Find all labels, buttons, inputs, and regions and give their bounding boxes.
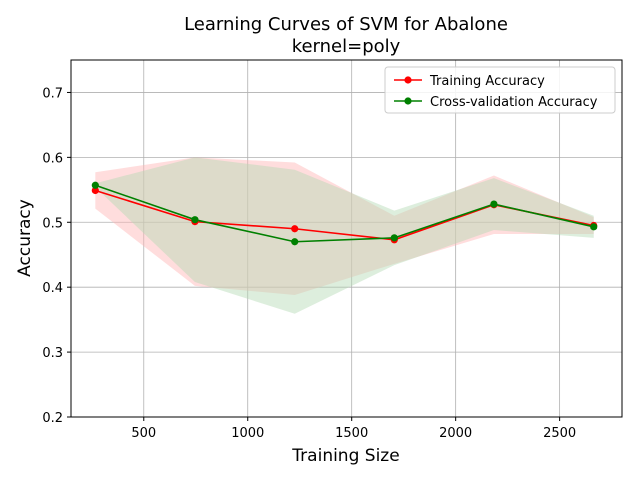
x-axis-label: Training Size (291, 446, 399, 466)
x-tick-label: 2000 (439, 426, 472, 441)
y-tick-label: 0.2 (42, 411, 63, 426)
training-legend-label: Training Accuracy (429, 74, 545, 89)
cross-validation-std-band (95, 157, 594, 314)
training-point (91, 186, 99, 195)
chart-title: Learning Curves of SVM for Abalone (184, 14, 508, 35)
legend-box (384, 66, 616, 114)
training-point (291, 225, 299, 233)
x-axis-ticks: 500 1000 1500 2000 2500 (131, 417, 576, 441)
legend: Training Accuracy Cross-validation Accura… (384, 66, 616, 114)
series-lines (95, 184, 594, 243)
x-tick-label: 500 (131, 426, 156, 441)
training-legend-marker (404, 76, 412, 84)
y-tick-label: 0.4 (42, 281, 63, 296)
confidence-bands (95, 157, 594, 314)
x-tick-label: 2500 (543, 426, 576, 441)
chart-subtitle: kernel=poly (292, 36, 401, 57)
cross-validation-point (390, 234, 398, 242)
cross-validation-legend-label: Cross-validation Accuracy (430, 95, 598, 110)
y-tick-label: 0.6 (42, 151, 63, 166)
y-tick-label: 0.7 (42, 86, 63, 101)
cross-validation-point (91, 181, 99, 189)
y-tick-label: 0.3 (42, 346, 63, 361)
x-tick-label: 1000 (231, 426, 264, 441)
cross-validation-legend-marker (404, 97, 412, 105)
data-points (91, 181, 598, 246)
cross-validation-point (490, 200, 498, 208)
cross-validation-point (291, 238, 299, 246)
y-axis-ticks: 0.2 0.3 0.4 0.5 0.6 0.7 (42, 86, 71, 426)
y-tick-label: 0.5 (42, 216, 63, 231)
y-axis-label: Accuracy (15, 199, 35, 277)
cross-validation-accuracy-line (95, 184, 594, 243)
training-std-band (95, 157, 594, 295)
cross-validation-point (191, 216, 199, 224)
cross-validation-point (590, 223, 598, 231)
x-tick-label: 1500 (335, 426, 368, 441)
plot-frame (70, 59, 623, 418)
